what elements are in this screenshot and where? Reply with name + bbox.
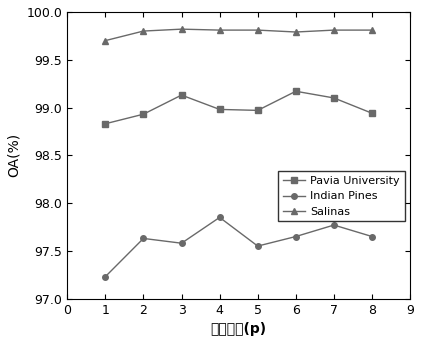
Y-axis label: OA(%): OA(%) — [7, 133, 21, 177]
Line: Indian Pines: Indian Pines — [103, 215, 375, 280]
Salinas — [179, 27, 184, 31]
Indian Pines — [255, 244, 260, 248]
Salinas — [255, 28, 260, 32]
Salinas — [331, 28, 336, 32]
Pavia University — [217, 107, 222, 111]
X-axis label: 主成分个(p): 主成分个(p) — [210, 322, 267, 336]
Pavia University — [293, 89, 298, 93]
Indian Pines — [370, 235, 375, 239]
Indian Pines — [217, 215, 222, 220]
Indian Pines — [141, 236, 146, 240]
Pavia University — [255, 108, 260, 113]
Indian Pines — [293, 235, 298, 239]
Pavia University — [370, 111, 375, 115]
Salinas — [370, 28, 375, 32]
Indian Pines — [179, 241, 184, 245]
Pavia University — [141, 112, 146, 116]
Legend: Pavia University, Indian Pines, Salinas: Pavia University, Indian Pines, Salinas — [278, 172, 405, 222]
Pavia University — [103, 122, 108, 126]
Line: Pavia University: Pavia University — [103, 88, 375, 127]
Indian Pines — [103, 275, 108, 279]
Salinas — [217, 28, 222, 32]
Salinas — [293, 30, 298, 34]
Pavia University — [331, 96, 336, 100]
Indian Pines — [331, 223, 336, 227]
Pavia University — [179, 93, 184, 97]
Line: Salinas: Salinas — [103, 26, 375, 44]
Salinas — [103, 38, 108, 43]
Salinas — [141, 29, 146, 33]
